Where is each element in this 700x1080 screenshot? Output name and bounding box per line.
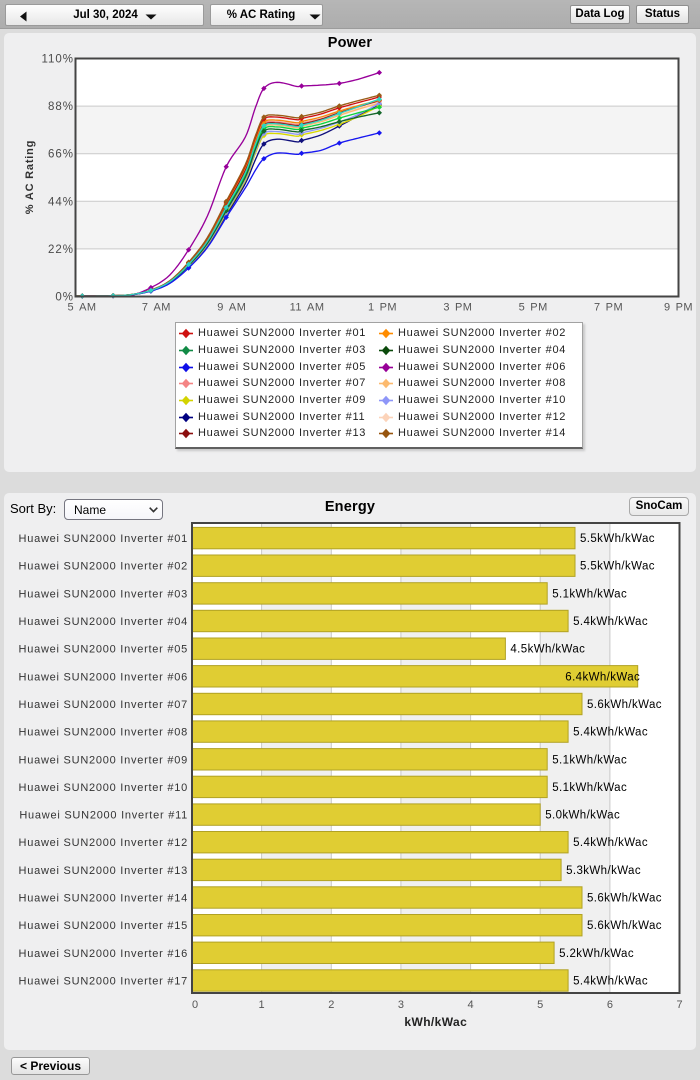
svg-text:88%: 88% — [48, 101, 74, 113]
svg-text:Huawei SUN2000 Inverter #08: Huawei SUN2000 Inverter #08 — [19, 727, 188, 739]
svg-text:Huawei SUN2000 Inverter #16: Huawei SUN2000 Inverter #16 — [19, 948, 188, 960]
svg-text:0: 0 — [192, 999, 198, 1011]
svg-text:2: 2 — [328, 999, 334, 1011]
svg-text:5.1kWh/kWac: 5.1kWh/kWac — [552, 588, 627, 600]
svg-text:Huawei SUN2000 Inverter #15: Huawei SUN2000 Inverter #15 — [19, 920, 188, 932]
svg-text:5: 5 — [537, 999, 543, 1011]
svg-text:3PM: 3 PM — [443, 302, 472, 314]
svg-text:Huawei SUN2000 Inverter #06: Huawei SUN2000 Inverter #06 — [19, 671, 188, 683]
svg-text:5.4kWh/kWac: 5.4kWh/kWac — [573, 837, 648, 849]
svg-text:0%: 0% — [55, 292, 74, 304]
svg-text:5.1kWh/kWac: 5.1kWh/kWac — [552, 754, 627, 766]
svg-text:5.4kWh/kWac: 5.4kWh/kWac — [573, 727, 648, 739]
svg-text:1: 1 — [259, 999, 265, 1011]
svg-text:1PM: 1 PM — [368, 302, 397, 314]
svg-text:Huawei SUN2000 Inverter #09: Huawei SUN2000 Inverter #09 — [19, 754, 188, 766]
svg-text:5.0kWh/kWac: 5.0kWh/kWac — [545, 810, 620, 822]
svg-text:5.5kWh/kWac: 5.5kWh/kWac — [580, 561, 655, 573]
svg-text:6.4kWh/kWac: 6.4kWh/kWac — [565, 671, 640, 683]
svg-text:5.4kWh/kWac: 5.4kWh/kWac — [573, 976, 648, 988]
svg-text:5AM: 5 AM — [67, 302, 96, 314]
svg-text:5.3kWh/kWac: 5.3kWh/kWac — [566, 865, 641, 877]
svg-text:kWh/kWac: kWh/kWac — [404, 1015, 467, 1029]
svg-text:Huawei SUN2000 Inverter #03: Huawei SUN2000 Inverter #03 — [19, 588, 188, 600]
svg-text:Huawei SUN2000 Inverter #04: Huawei SUN2000 Inverter #04 — [19, 616, 188, 628]
svg-text:9AM: 9 AM — [217, 302, 246, 314]
svg-text:6: 6 — [607, 999, 613, 1011]
svg-text:Huawei SUN2000 Inverter #11: Huawei SUN2000 Inverter #11 — [19, 810, 188, 822]
svg-text:9PM: 9 PM — [664, 302, 693, 314]
svg-text:5PM: 5 PM — [519, 302, 548, 314]
svg-text:% AC Rating: % AC Rating — [24, 140, 36, 214]
svg-text:5.6kWh/kWac: 5.6kWh/kWac — [587, 893, 662, 905]
svg-text:5.5kWh/kWac: 5.5kWh/kWac — [580, 533, 655, 545]
svg-text:7PM: 7 PM — [594, 302, 623, 314]
svg-text:Huawei SUN2000 Inverter #07: Huawei SUN2000 Inverter #07 — [19, 699, 188, 711]
svg-text:Huawei SUN2000 Inverter #02: Huawei SUN2000 Inverter #02 — [19, 561, 188, 573]
svg-text:7: 7 — [676, 999, 682, 1011]
svg-text:5.1kWh/kWac: 5.1kWh/kWac — [552, 782, 627, 794]
svg-text:22%: 22% — [48, 244, 74, 256]
svg-text:5.6kWh/kWac: 5.6kWh/kWac — [587, 920, 662, 932]
svg-text:5.2kWh/kWac: 5.2kWh/kWac — [559, 948, 634, 960]
svg-text:4.5kWh/kWac: 4.5kWh/kWac — [510, 644, 585, 656]
svg-text:4: 4 — [468, 999, 474, 1011]
svg-text:3: 3 — [398, 999, 404, 1011]
svg-text:Huawei SUN2000 Inverter #13: Huawei SUN2000 Inverter #13 — [19, 865, 188, 877]
svg-text:66%: 66% — [48, 149, 74, 161]
svg-text:Huawei SUN2000 Inverter #10: Huawei SUN2000 Inverter #10 — [19, 782, 188, 794]
svg-text:7AM: 7 AM — [142, 302, 171, 314]
svg-text:Huawei SUN2000 Inverter #01: Huawei SUN2000 Inverter #01 — [19, 533, 188, 545]
svg-text:Huawei SUN2000 Inverter #12: Huawei SUN2000 Inverter #12 — [19, 837, 188, 849]
svg-text:5.6kWh/kWac: 5.6kWh/kWac — [587, 699, 662, 711]
svg-text:44%: 44% — [48, 196, 74, 208]
svg-text:5.4kWh/kWac: 5.4kWh/kWac — [573, 616, 648, 628]
svg-text:Huawei SUN2000 Inverter #05: Huawei SUN2000 Inverter #05 — [19, 644, 188, 656]
svg-text:Huawei SUN2000 Inverter #14: Huawei SUN2000 Inverter #14 — [19, 893, 188, 905]
svg-text:110%: 110% — [41, 54, 74, 66]
svg-text:Huawei SUN2000 Inverter #17: Huawei SUN2000 Inverter #17 — [19, 976, 188, 988]
